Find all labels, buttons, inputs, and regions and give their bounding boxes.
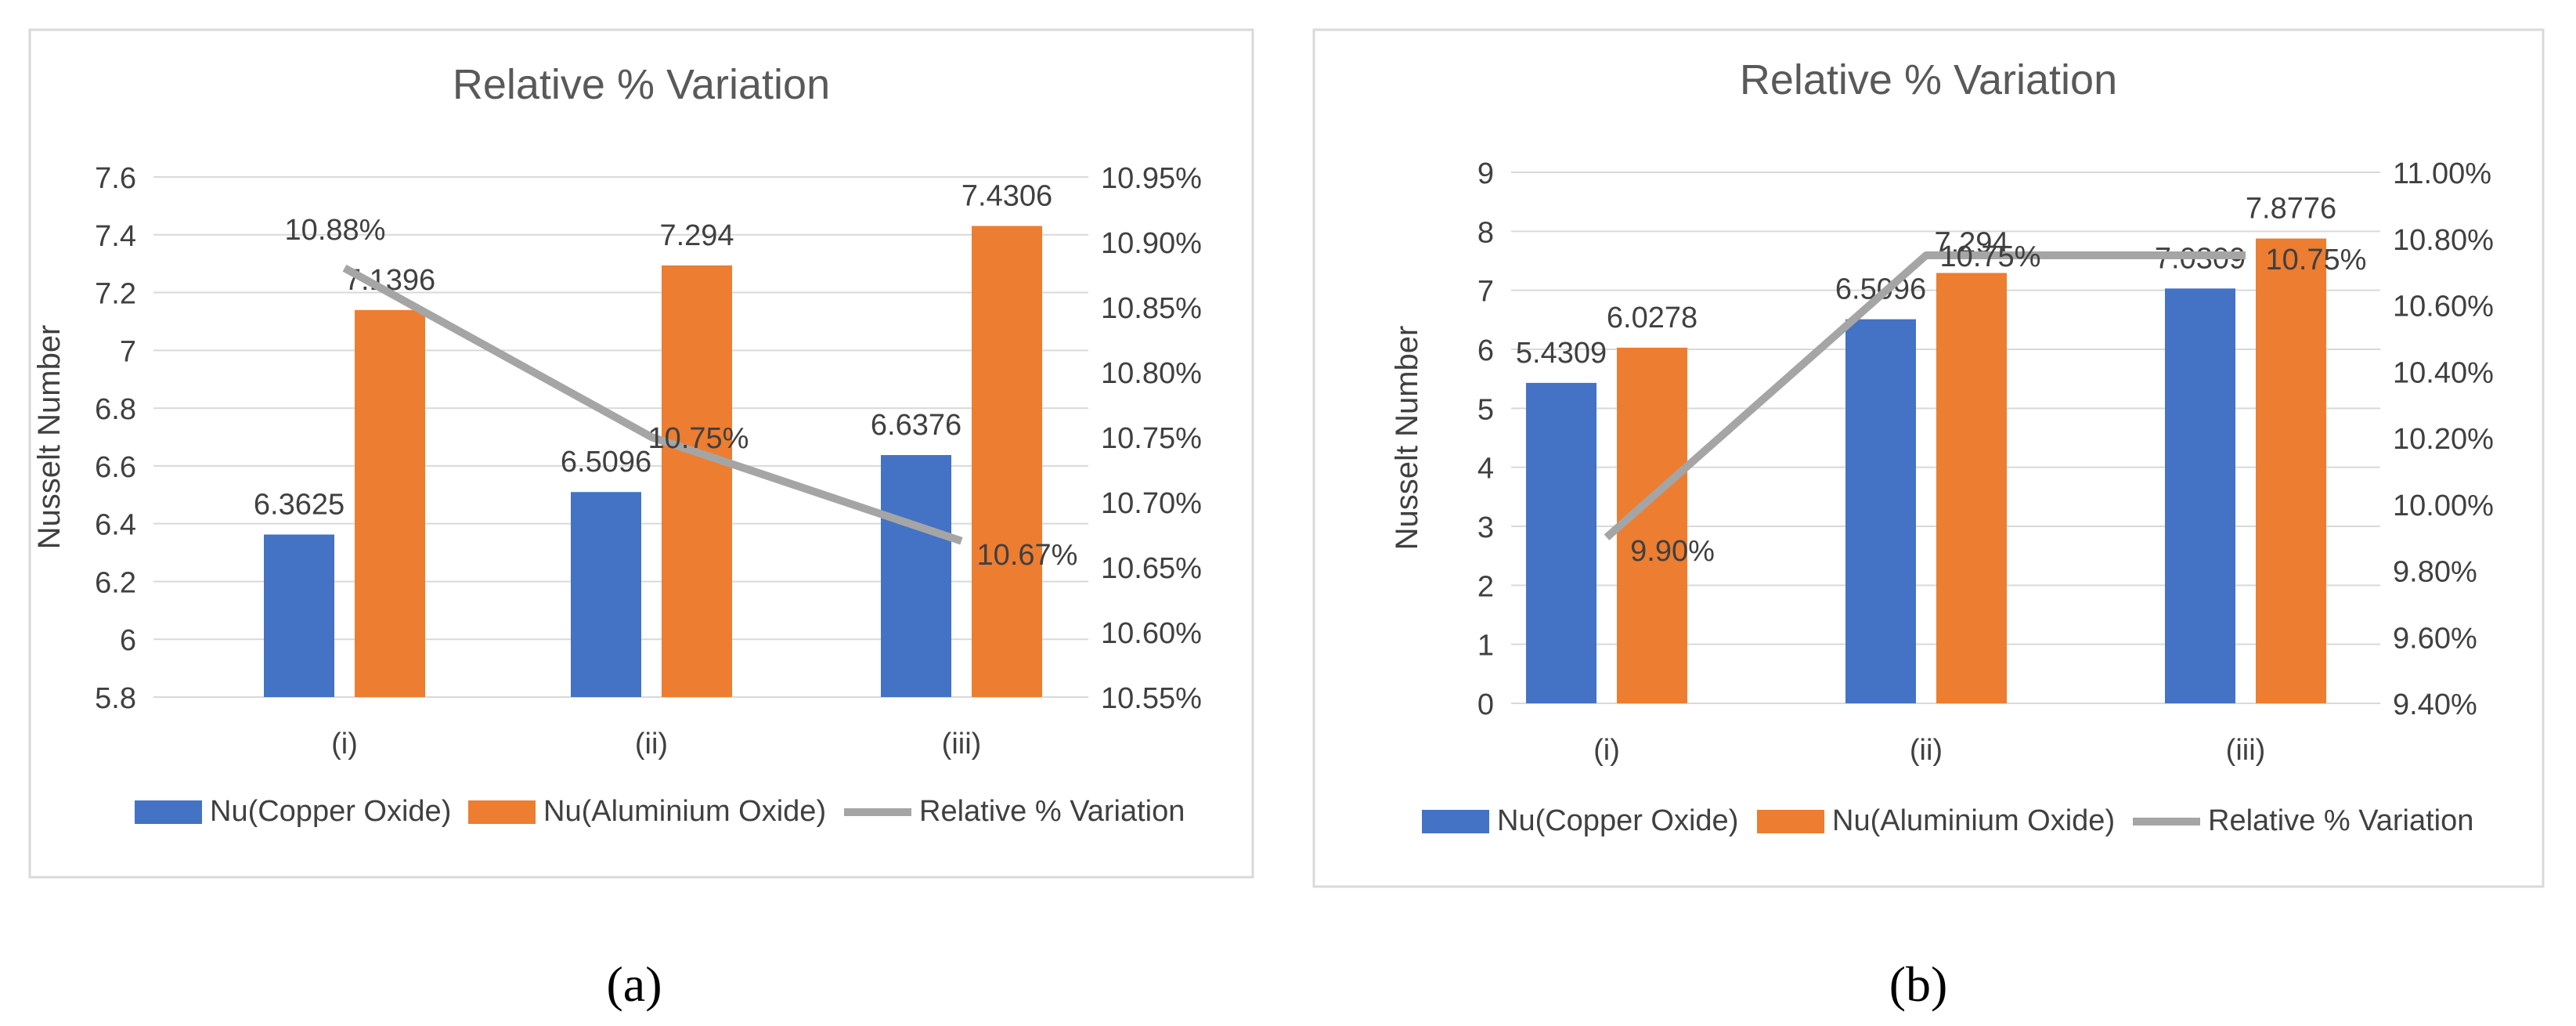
pa-bar-copper bbox=[571, 492, 641, 697]
pb-y2-tick-label: 10.80% bbox=[2393, 224, 2494, 257]
pa-legend-swatch-aluminium bbox=[468, 800, 536, 824]
pa-bar-data-label: 6.3625 bbox=[254, 489, 345, 522]
pa-y-tick-label: 6.6 bbox=[95, 451, 136, 484]
pb-y-axis-label: Nusselt Number bbox=[1390, 326, 1424, 551]
pb-y-tick-label: 0 bbox=[1477, 688, 1494, 721]
pa-line-relative-variation bbox=[342, 264, 963, 545]
pa-y-tick-label: 6.4 bbox=[95, 509, 136, 542]
pa-y2-tick-label: 10.60% bbox=[1101, 617, 1202, 650]
pa-x-tick-label: (ii) bbox=[635, 728, 668, 760]
pb-legend-swatch-copper bbox=[1422, 810, 1489, 833]
pb-y2-tick-label: 9.40% bbox=[2393, 688, 2477, 721]
pb-y-tick-label: 8 bbox=[1477, 216, 1494, 249]
pa-y-tick-label: 6 bbox=[120, 624, 136, 657]
pa-y-tick-label: 6.8 bbox=[95, 393, 136, 426]
pb-line-data-label: 10.75% bbox=[2266, 244, 2367, 276]
pb-y2-tick-label: 9.60% bbox=[2393, 622, 2477, 655]
pa-y-tick-label: 7.2 bbox=[95, 278, 136, 311]
pa-y2-tick-label: 10.95% bbox=[1101, 162, 1202, 195]
pb-bar-data-label: 5.4309 bbox=[1516, 337, 1607, 370]
pa-bar-data-label: 6.6376 bbox=[871, 409, 961, 442]
pb-legend-label: Nu(Aluminium Oxide) bbox=[1832, 804, 2115, 837]
pa-y-tick-label: 7.6 bbox=[95, 162, 136, 195]
pa-line-data-label: 10.75% bbox=[648, 422, 749, 455]
pa-x-tick-label: (iii) bbox=[942, 728, 982, 760]
pb-y2-tick-label: 10.20% bbox=[2393, 423, 2494, 456]
pb-bar-copper bbox=[1845, 319, 1916, 703]
pb-bar-copper bbox=[2165, 288, 2235, 703]
pb-x-tick-label: (iii) bbox=[2226, 734, 2266, 767]
pa-bar-copper bbox=[881, 455, 951, 697]
pb-y2-tick-label: 9.80% bbox=[2393, 556, 2477, 589]
pa-x-tick-label: (i) bbox=[331, 728, 358, 760]
pb-y-tick-label: 1 bbox=[1477, 630, 1494, 663]
pb-y-tick-label: 4 bbox=[1477, 453, 1494, 486]
pb-line-data-label: 10.75% bbox=[1940, 240, 2041, 273]
pb-legend-swatch-aluminium bbox=[1757, 810, 1824, 833]
pa-y2-tick-label: 10.55% bbox=[1101, 682, 1202, 715]
pb-y2-tick-label: 11.00% bbox=[2393, 157, 2491, 190]
pb-y-tick-label: 2 bbox=[1477, 570, 1494, 603]
pa-bar-data-label: 7.4306 bbox=[961, 179, 1052, 212]
pb-line-relative-variation bbox=[1604, 251, 2246, 540]
pb-y2-tick-label: 10.60% bbox=[2393, 291, 2494, 323]
pa-y2-tick-label: 10.70% bbox=[1101, 487, 1202, 520]
pb-legend-label: Nu(Copper Oxide) bbox=[1497, 804, 1738, 837]
pb-y2-tick-label: 10.40% bbox=[2393, 356, 2494, 389]
pa-y-tick-label: 7 bbox=[120, 335, 136, 368]
pb-y2-tick-label: 10.00% bbox=[2393, 490, 2494, 522]
pb-x-tick-label: (i) bbox=[1593, 734, 1620, 767]
pb-bar-aluminium bbox=[1936, 273, 2007, 703]
pa-line-data-label: 10.88% bbox=[285, 214, 386, 247]
pa-bar-aluminium bbox=[662, 265, 732, 697]
caption-a: (a) bbox=[606, 956, 662, 1012]
pa-bar-data-label: 6.5096 bbox=[561, 446, 651, 479]
pa-chart-title: Relative % Variation bbox=[453, 61, 830, 108]
pb-y-tick-label: 6 bbox=[1477, 334, 1494, 367]
pa-y-tick-label: 6.2 bbox=[95, 566, 136, 599]
pa-line-data-label: 10.67% bbox=[977, 539, 1078, 572]
pa-legend-label: Nu(Copper Oxide) bbox=[210, 795, 451, 828]
pa-chart-frame bbox=[28, 28, 1254, 879]
pa-legend-label: Relative % Variation bbox=[919, 795, 1185, 828]
pa-y-axis-label: Nusselt Number bbox=[32, 325, 67, 550]
pb-legend-label: Relative % Variation bbox=[2208, 804, 2473, 837]
pa-y-tick-label: 5.8 bbox=[95, 682, 136, 715]
pa-y2-tick-label: 10.85% bbox=[1101, 292, 1202, 325]
pa-y2-tick-label: 10.80% bbox=[1101, 357, 1202, 390]
pb-x-tick-label: (ii) bbox=[1910, 734, 1943, 767]
pb-line-data-label: 9.90% bbox=[1630, 535, 1715, 568]
pa-legend-label: Nu(Aluminium Oxide) bbox=[543, 795, 826, 828]
pa-y2-tick-label: 10.90% bbox=[1101, 227, 1202, 260]
pa-y-tick-label: 7.4 bbox=[95, 220, 136, 253]
pa-legend-swatch-copper bbox=[135, 800, 202, 824]
pa-bar-aluminium bbox=[355, 309, 425, 697]
pa-bar-data-label: 7.294 bbox=[659, 219, 734, 252]
pb-y-tick-label: 9 bbox=[1477, 157, 1494, 190]
pa-y2-tick-label: 10.75% bbox=[1101, 422, 1202, 455]
pb-bar-data-label: 6.0278 bbox=[1607, 302, 1697, 334]
pa-bar-aluminium bbox=[972, 226, 1042, 698]
pa-bar-copper bbox=[264, 534, 334, 697]
pb-bar-copper bbox=[1526, 382, 1596, 703]
pb-y-tick-label: 7 bbox=[1477, 276, 1494, 309]
pb-bar-aluminium bbox=[1617, 347, 1687, 703]
pb-y-tick-label: 5 bbox=[1477, 393, 1494, 426]
caption-b: (b) bbox=[1889, 956, 1948, 1012]
pb-bar-data-label: 7.8776 bbox=[2246, 193, 2336, 226]
pb-chart-title: Relative % Variation bbox=[1740, 56, 2117, 103]
pb-bar-aluminium bbox=[2256, 238, 2326, 703]
pa-y2-tick-label: 10.65% bbox=[1101, 552, 1202, 585]
pb-y-tick-label: 3 bbox=[1477, 511, 1494, 544]
pb-bar-data-label: 6.5096 bbox=[1835, 273, 1926, 306]
